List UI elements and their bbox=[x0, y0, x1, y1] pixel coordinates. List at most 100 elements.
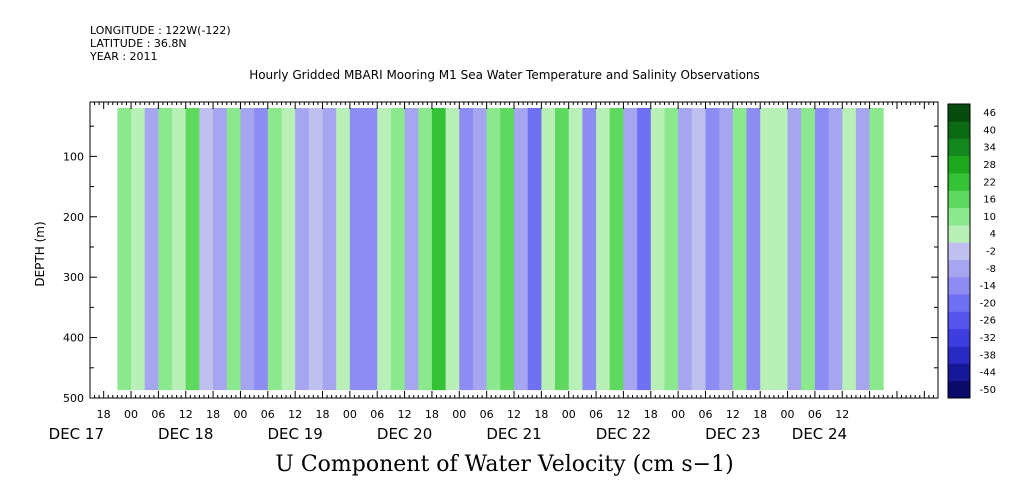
year-label: YEAR : 2011 bbox=[90, 50, 158, 63]
colorbar-border bbox=[947, 103, 971, 399]
colorbar-swatch-2 bbox=[948, 346, 970, 364]
heatmap-column-45 bbox=[732, 108, 747, 391]
x-tick-label: 12 bbox=[835, 408, 849, 421]
heatmap-column-3 bbox=[158, 108, 173, 391]
heatmap-column-36 bbox=[609, 108, 624, 391]
heatmap-column-23 bbox=[431, 108, 446, 391]
heatmap-column-31 bbox=[541, 108, 556, 391]
colorbar-label: 34 bbox=[983, 143, 996, 154]
x-tick-label: 06 bbox=[808, 408, 822, 421]
heatmap-column-51 bbox=[814, 108, 829, 391]
heatmap-column-12 bbox=[281, 108, 296, 391]
heatmap-column-10 bbox=[254, 108, 269, 391]
x-date-label: DEC 21 bbox=[486, 425, 541, 443]
x-tick-label: 18 bbox=[316, 408, 330, 421]
heatmap-column-5 bbox=[185, 108, 200, 391]
x-tick-label: 12 bbox=[398, 408, 412, 421]
chart-subtitle: U Component of Water Velocity (cm s−1) bbox=[275, 452, 734, 477]
colorbar-label: -50 bbox=[980, 385, 996, 396]
heatmap-column-8 bbox=[226, 108, 241, 391]
x-tick-label: 06 bbox=[480, 408, 494, 421]
heatmap-column-25 bbox=[459, 108, 474, 391]
x-tick-label: 06 bbox=[151, 408, 165, 421]
y-tick-label: 400 bbox=[63, 332, 84, 345]
heatmap-column-47 bbox=[760, 108, 775, 391]
colorbar-label: 40 bbox=[983, 125, 996, 136]
colorbar-label: 16 bbox=[983, 195, 996, 206]
colorbar-label: -14 bbox=[980, 281, 996, 292]
colorbar-label: -2 bbox=[986, 247, 996, 258]
colorbar-label: 10 bbox=[983, 212, 996, 223]
heatmap-column-33 bbox=[568, 108, 583, 391]
colorbar-label: -32 bbox=[980, 333, 996, 344]
heatmap-cells bbox=[117, 108, 884, 391]
heatmap-column-30 bbox=[527, 108, 542, 391]
x-date-label: DEC 18 bbox=[158, 425, 213, 443]
x-tick-label: 12 bbox=[288, 408, 302, 421]
heatmap-column-11 bbox=[267, 108, 282, 391]
heatmap-column-50 bbox=[801, 108, 816, 391]
x-date-label: DEC 24 bbox=[792, 425, 847, 443]
colorbar-swatch-11 bbox=[948, 190, 970, 209]
x-tick-label: 00 bbox=[343, 408, 357, 421]
chart-title: Hourly Gridded MBARI Mooring M1 Sea Wate… bbox=[249, 68, 760, 82]
x-tick-label: 18 bbox=[425, 408, 439, 421]
x-tick-label: 00 bbox=[671, 408, 685, 421]
x-tick-label: 18 bbox=[97, 408, 111, 421]
heatmap-column-0 bbox=[117, 108, 132, 391]
x-tick-label: 18 bbox=[644, 408, 658, 421]
heatmap-column-29 bbox=[514, 108, 529, 391]
latitude-label: LATITUDE : 36.8N bbox=[90, 37, 187, 50]
heatmap-column-2 bbox=[144, 108, 159, 391]
heatmap-column-24 bbox=[445, 108, 460, 391]
x-tick-label: 18 bbox=[753, 408, 767, 421]
colorbar-label: -38 bbox=[980, 350, 996, 361]
colorbar-swatch-6 bbox=[948, 276, 970, 295]
heatmap-column-49 bbox=[787, 108, 802, 391]
colorbar-swatch-1 bbox=[948, 363, 970, 381]
heatmap-column-52 bbox=[828, 108, 843, 391]
colorbar-label: -8 bbox=[986, 264, 996, 275]
colorbar-label: 22 bbox=[983, 177, 996, 188]
heatmap-column-32 bbox=[555, 108, 570, 391]
heatmap-column-13 bbox=[295, 108, 310, 391]
colorbar: -50 -44 -38 -32 -26 -20 -14 -8 -2 4 10 16 22 28 34 40 46 bbox=[947, 103, 996, 399]
heatmap-column-6 bbox=[199, 108, 214, 391]
colorbar-label: 4 bbox=[990, 229, 996, 240]
colorbar-swatch-4 bbox=[948, 311, 970, 330]
colorbar-label: -20 bbox=[980, 298, 996, 309]
heatmap-column-26 bbox=[473, 108, 488, 391]
heatmap-column-42 bbox=[691, 108, 706, 391]
x-tick-label: 12 bbox=[616, 408, 630, 421]
heatmap-column-54 bbox=[855, 108, 870, 391]
x-tick-label: 12 bbox=[179, 408, 193, 421]
x-tick-label: 00 bbox=[562, 408, 576, 421]
y-tick-label: 200 bbox=[63, 211, 84, 224]
heatmap-column-35 bbox=[596, 108, 611, 391]
colorbar-swatch-8 bbox=[948, 242, 970, 260]
heatmap-column-9 bbox=[240, 108, 255, 391]
y-tick-label: 100 bbox=[63, 150, 84, 163]
x-date-label: DEC 23 bbox=[705, 425, 760, 443]
heatmap-column-1 bbox=[131, 108, 146, 391]
y-tick-label: 500 bbox=[63, 392, 84, 405]
longitude-label: LONGITUDE : 122W(-122) bbox=[90, 24, 231, 37]
x-date-label: DEC 22 bbox=[596, 425, 651, 443]
x-tick-label: 18 bbox=[206, 408, 220, 421]
heatmap-column-16 bbox=[336, 108, 351, 391]
heatmap-column-7 bbox=[213, 108, 228, 391]
x-tick-label: 00 bbox=[124, 408, 138, 421]
x-tick-label: 00 bbox=[452, 408, 466, 421]
y-tick-label: 300 bbox=[63, 271, 84, 284]
heatmap-column-55 bbox=[869, 108, 884, 391]
heatmap-column-38 bbox=[637, 108, 652, 391]
heatmap-column-34 bbox=[582, 108, 597, 391]
colorbar-swatch-5 bbox=[948, 294, 970, 312]
x-tick-label: 18 bbox=[534, 408, 548, 421]
colorbar-label: 46 bbox=[983, 108, 996, 119]
x-axis: 18 00 06 12 18 00 06 12 18 00 06 12 18 00 06 12 18 00 06 12… bbox=[49, 102, 939, 443]
colorbar-swatch-3 bbox=[948, 328, 970, 347]
heatmap-column-37 bbox=[623, 108, 638, 391]
heatmap-column-40 bbox=[664, 108, 679, 391]
